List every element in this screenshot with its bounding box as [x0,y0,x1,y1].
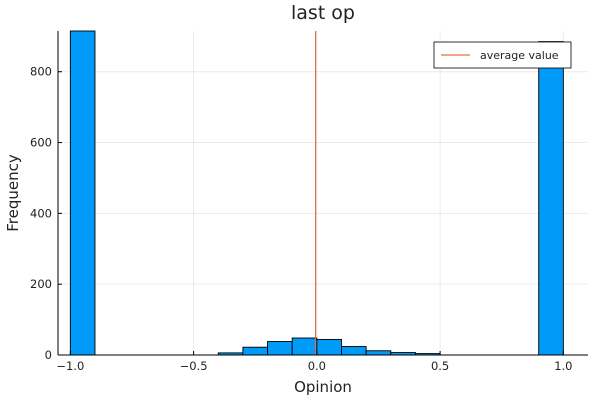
y-tick-label: 400 [30,206,52,220]
x-tick-label: −0.5 [180,359,208,373]
histogram-bar [341,346,367,356]
y-ticks: 0 200 400 600 800 [30,65,62,362]
y-tick-label: 200 [30,277,52,291]
histogram-bar [316,338,342,356]
axes [57,31,588,356]
x-axis-label: Opinion [294,378,352,396]
legend: average value [433,41,572,69]
legend-label-average-value: average value [480,49,559,62]
y-tick-label: 600 [30,136,52,150]
y-tick-label: 0 [45,348,52,362]
grid-lines [58,31,588,356]
histogram-bar [365,350,392,356]
x-tick-label: 1.0 [554,359,572,373]
histogram-bar [242,346,268,356]
x-ticks: −1.0 −0.5 0.0 0.5 1.0 [56,351,572,373]
histogram-bars [69,30,564,356]
x-tick-label: −1.0 [56,359,84,373]
histogram-bar [291,337,318,356]
y-tick-label: 800 [30,65,52,79]
x-tick-label: 0.0 [308,359,326,373]
y-axis-label: Frequency [4,154,22,232]
histogram-bar [538,41,564,356]
x-tick-label: 0.5 [431,359,449,373]
histogram-bar [69,30,96,356]
histogram-bar [267,341,293,356]
chart-title: last op [291,2,355,24]
